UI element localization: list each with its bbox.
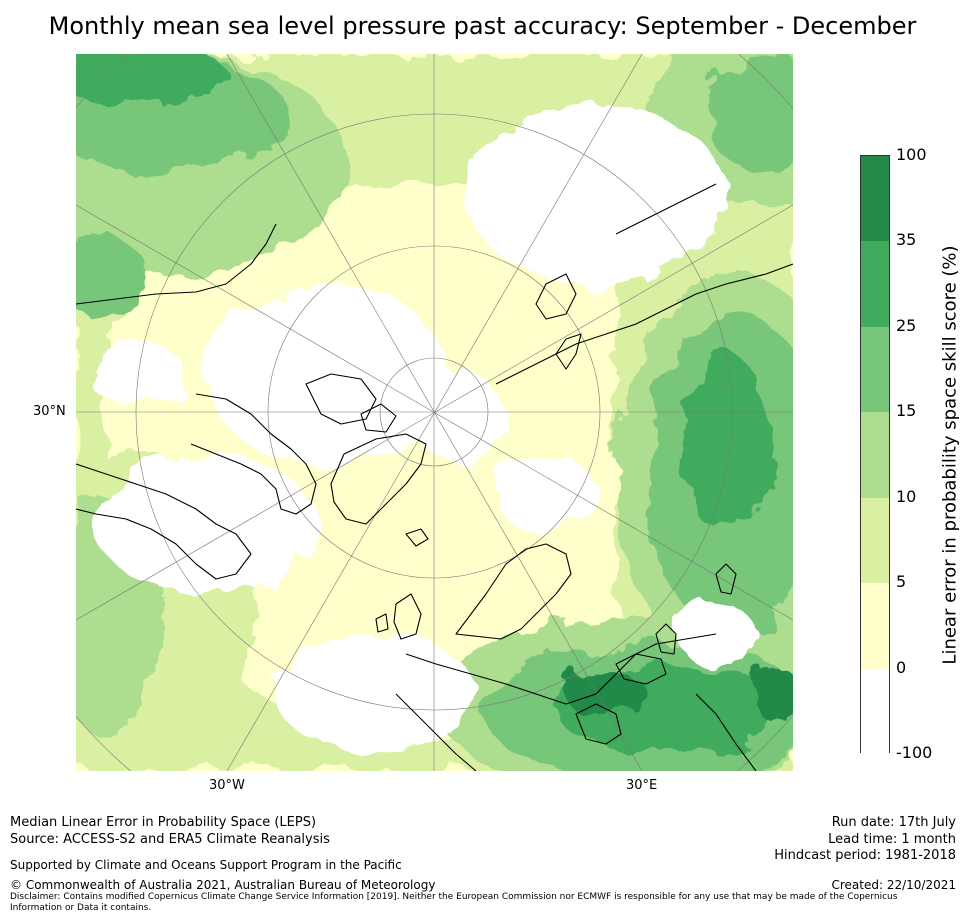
coastline-europe bbox=[405, 633, 717, 705]
polar-stereographic-map bbox=[76, 54, 793, 771]
coastline-greenland bbox=[330, 433, 427, 525]
footer-copyright: © Commonwealth of Australia 2021, Austra… bbox=[10, 878, 436, 892]
colorbar-tick-label: 15 bbox=[896, 401, 917, 421]
colorbar-bin bbox=[861, 326, 889, 413]
footer-support: Supported by Climate and Oceans Support … bbox=[10, 858, 402, 872]
coastline-scandinavia bbox=[455, 543, 572, 640]
colorbar-bin bbox=[861, 497, 889, 584]
lat-label-30n: 30°N bbox=[33, 404, 66, 419]
footer-run-date: Run date: 17th July bbox=[831, 815, 956, 830]
colorbar-tick-label: 100 bbox=[896, 145, 927, 164]
footer-hindcast: Hindcast period: 1981-2018 bbox=[774, 848, 956, 863]
colorbar-bin bbox=[861, 583, 889, 670]
graticule bbox=[76, 54, 793, 771]
footer-method: Median Linear Error in Probability Space… bbox=[10, 815, 317, 830]
colorbar-title: Linear error in probability space skill … bbox=[939, 245, 961, 665]
footer-source: Source: ACCESS-S2 and ERA5 Climate Reana… bbox=[10, 832, 330, 847]
colorbar-bin bbox=[861, 241, 889, 328]
colorbar-tick-label: 25 bbox=[896, 315, 917, 335]
colorbar-tick-label: 0 bbox=[896, 657, 907, 677]
colorbar-tick-label: -100 bbox=[896, 743, 933, 762]
skill-score-map-svg bbox=[76, 54, 793, 771]
colorbar-bin bbox=[861, 412, 889, 499]
coastline-russia bbox=[495, 263, 793, 385]
coastlines bbox=[76, 183, 793, 771]
colorbar bbox=[860, 155, 890, 755]
footer-disclaimer: Disclaimer: Contains modified Copernicus… bbox=[10, 892, 898, 913]
footer-lead-time: Lead time: 1 month bbox=[828, 832, 956, 847]
colorbar-tick-label: 10 bbox=[896, 486, 917, 506]
footer-created: Created: 22/10/2021 bbox=[831, 878, 956, 892]
colorbar-tick-label: 35 bbox=[896, 230, 917, 250]
colorbar-bin bbox=[861, 668, 889, 755]
lon-label-30e: 30°E bbox=[626, 778, 658, 793]
colorbar-tick-label: 5 bbox=[896, 572, 907, 592]
colorbar-bin bbox=[861, 156, 889, 242]
chart-title: Monthly mean sea level pressure past acc… bbox=[48, 12, 917, 40]
lon-label-30w: 30°W bbox=[209, 778, 245, 793]
coastline-north-america bbox=[76, 463, 252, 580]
